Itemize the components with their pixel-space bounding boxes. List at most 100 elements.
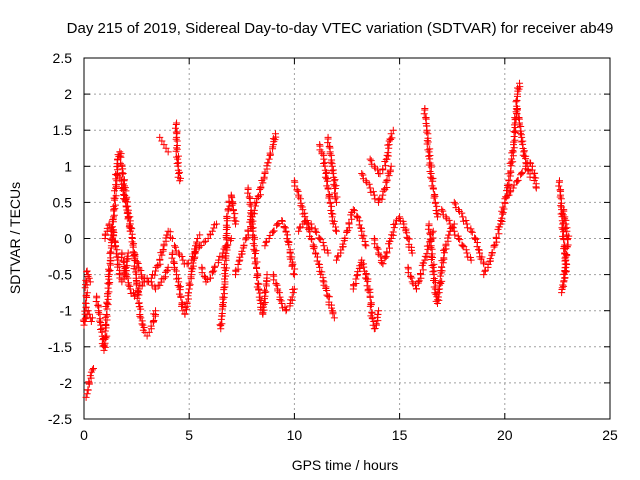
data-point	[472, 235, 480, 243]
data-point	[137, 266, 145, 274]
data-point	[135, 299, 143, 307]
data-point	[370, 191, 378, 199]
data-point	[159, 246, 167, 254]
data-point	[332, 226, 340, 234]
data-point	[359, 171, 367, 179]
data-point	[332, 256, 340, 264]
data-point	[499, 203, 507, 211]
x-axis-label: GPS time / hours	[292, 457, 399, 473]
data-point	[524, 167, 532, 175]
data-point	[438, 263, 446, 271]
data-point	[82, 393, 90, 401]
data-point	[294, 187, 302, 195]
data-point	[89, 364, 97, 372]
data-point	[220, 290, 228, 298]
data-point	[194, 235, 202, 242]
data-point	[122, 203, 130, 211]
data-point	[486, 255, 494, 263]
data-point	[389, 228, 397, 236]
data-point	[441, 245, 449, 253]
data-point	[285, 241, 293, 249]
data-point	[313, 228, 321, 236]
data-point	[383, 248, 391, 256]
data-point	[222, 249, 230, 257]
data-point	[86, 372, 94, 380]
data-point	[135, 285, 143, 293]
data-point	[88, 314, 96, 322]
data-point	[341, 234, 349, 242]
data-point	[563, 236, 571, 244]
data-point	[480, 271, 488, 279]
data-point	[375, 307, 383, 315]
data-point	[257, 191, 265, 199]
data-point	[290, 271, 298, 279]
data-point	[251, 260, 259, 268]
data-point	[430, 194, 438, 202]
data-point	[131, 254, 139, 262]
data-point	[345, 219, 353, 227]
data-point	[176, 177, 184, 185]
data-point	[379, 260, 387, 268]
data-point	[507, 167, 515, 175]
data-point	[211, 262, 219, 270]
data-point	[98, 328, 106, 336]
data-point	[368, 308, 376, 316]
data-point	[160, 141, 168, 149]
data-point	[257, 183, 265, 191]
data-point	[374, 245, 382, 253]
data-point	[508, 155, 516, 163]
data-point	[526, 173, 534, 181]
data-point	[383, 183, 391, 191]
y-tick-label: -0.5	[48, 267, 72, 283]
data-point	[244, 226, 252, 234]
data-point	[162, 234, 170, 242]
data-point	[281, 224, 289, 232]
data-point	[136, 312, 144, 320]
data-point	[450, 227, 458, 235]
data-point	[112, 243, 120, 251]
data-point	[514, 176, 522, 184]
data-point	[366, 302, 374, 310]
data-point	[382, 162, 390, 170]
data-point	[505, 176, 513, 184]
data-point	[177, 293, 185, 301]
data-point	[498, 214, 506, 222]
data-point	[384, 149, 392, 157]
data-point	[119, 187, 127, 195]
data-point	[122, 272, 130, 280]
data-point	[425, 222, 433, 230]
data-point	[513, 96, 521, 104]
data-point	[86, 278, 94, 286]
data-point	[424, 225, 432, 233]
data-point	[105, 265, 113, 273]
data-point	[423, 140, 431, 148]
data-point	[92, 297, 100, 305]
data-point	[319, 239, 327, 247]
data-point	[278, 217, 286, 225]
data-point	[367, 301, 375, 309]
data-point	[420, 110, 428, 118]
data-point	[137, 305, 145, 313]
data-point	[516, 79, 524, 87]
data-point	[157, 278, 165, 286]
data-point	[509, 184, 517, 192]
data-point	[468, 228, 476, 236]
data-point	[184, 295, 192, 303]
data-point	[156, 281, 164, 289]
data-point	[366, 293, 374, 301]
x-tick-label: 0	[80, 427, 88, 443]
data-point	[260, 173, 268, 181]
data-point	[320, 242, 328, 250]
data-point	[158, 137, 166, 145]
data-point	[229, 200, 237, 208]
data-point	[234, 261, 242, 269]
data-point	[151, 271, 159, 279]
data-point	[223, 230, 231, 238]
data-point	[210, 267, 218, 275]
data-point	[562, 245, 570, 253]
data-point	[175, 170, 183, 178]
data-point	[274, 220, 282, 228]
data-point	[307, 220, 315, 228]
data-point	[204, 235, 212, 242]
